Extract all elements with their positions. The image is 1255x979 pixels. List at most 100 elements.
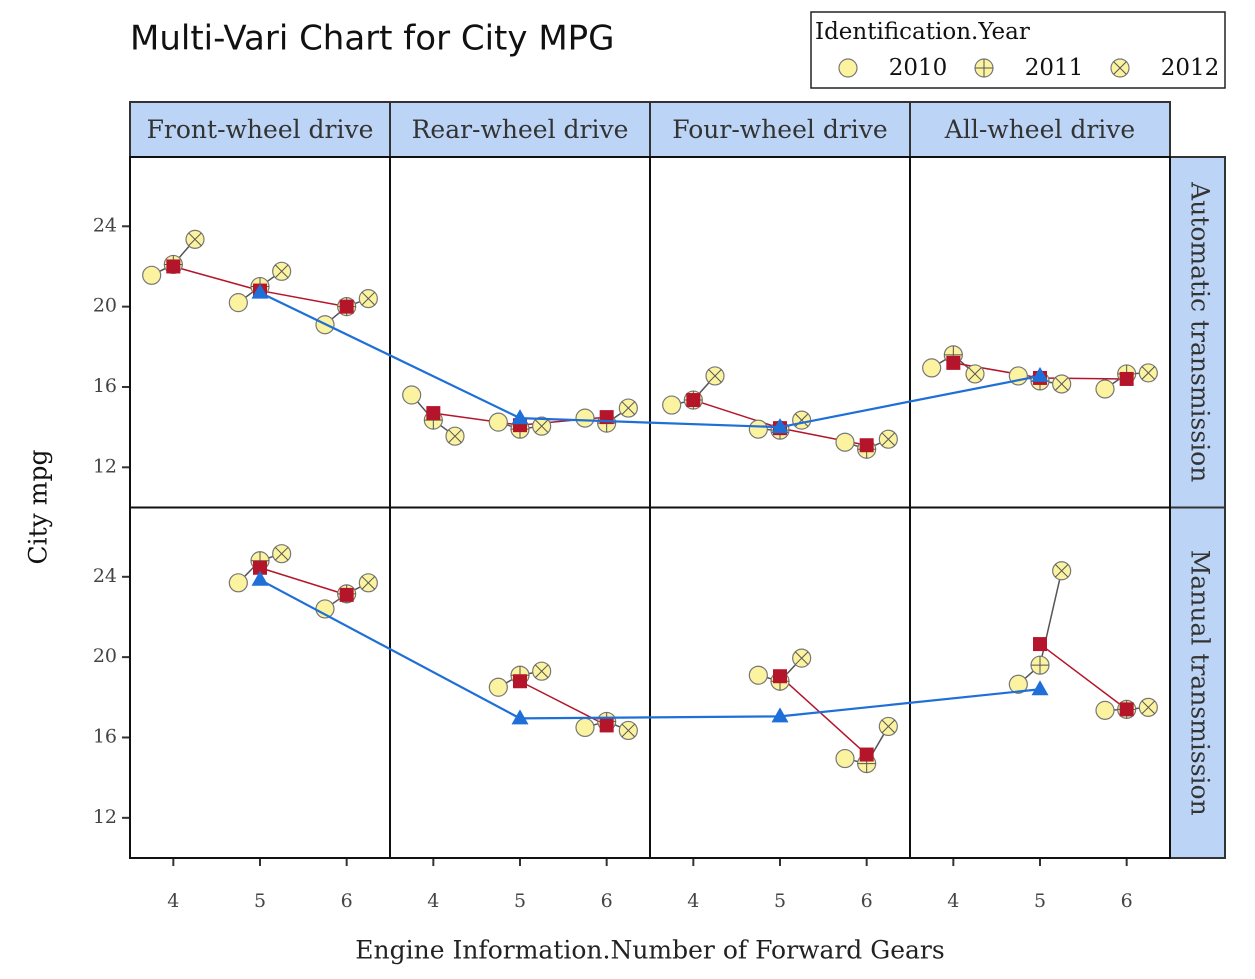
year-point bbox=[835, 432, 855, 452]
legend-label: 2011 bbox=[1025, 55, 1084, 81]
year-point bbox=[185, 229, 205, 249]
panel bbox=[909, 506, 1171, 859]
column-strip bbox=[129, 101, 391, 158]
overall-mean-point bbox=[511, 709, 529, 725]
mean-point bbox=[339, 587, 354, 602]
y-tick-label: 20 bbox=[93, 295, 117, 317]
year-point bbox=[1095, 379, 1115, 399]
x-tick-label: 4 bbox=[167, 890, 179, 912]
x-tick-label: 6 bbox=[601, 890, 613, 912]
overall-mean-point bbox=[251, 570, 269, 586]
mean-point bbox=[426, 406, 441, 421]
mean-point bbox=[166, 259, 181, 274]
overall-mean-point bbox=[1031, 366, 1049, 382]
mean-point bbox=[859, 438, 874, 453]
mean-point bbox=[773, 669, 787, 684]
column-strip-label: All-wheel drive bbox=[944, 115, 1135, 144]
column-strip-label: Four-wheel drive bbox=[672, 115, 887, 144]
overall-mean-line bbox=[259, 578, 1041, 720]
y-tick-label: 20 bbox=[93, 645, 117, 667]
y-tick-label: 16 bbox=[93, 725, 117, 747]
year-point bbox=[1030, 655, 1050, 675]
x-tick-label: 6 bbox=[341, 890, 353, 912]
x-tick-label: 5 bbox=[1034, 890, 1046, 912]
panel bbox=[909, 156, 1171, 509]
year-point bbox=[618, 720, 638, 741]
mean-line bbox=[259, 567, 347, 596]
year-point bbox=[1052, 374, 1072, 394]
mean-point bbox=[339, 299, 354, 314]
row-strip bbox=[1169, 506, 1226, 859]
legend-label: 2010 bbox=[889, 55, 948, 81]
year-point bbox=[1052, 561, 1072, 581]
legend-marker bbox=[1110, 58, 1130, 78]
legend-box bbox=[810, 11, 1226, 89]
legend-marker bbox=[838, 58, 858, 78]
panel bbox=[389, 156, 651, 509]
year-point bbox=[1008, 674, 1028, 694]
y-tick-label: 24 bbox=[93, 214, 117, 236]
y-tick-label: 12 bbox=[93, 455, 117, 477]
year-point bbox=[618, 398, 638, 418]
x-tick-label: 4 bbox=[687, 890, 699, 912]
year-point bbox=[272, 544, 292, 564]
legend-title: Identification.Year bbox=[815, 19, 1030, 45]
year-point bbox=[228, 573, 248, 593]
mean-point bbox=[1033, 637, 1047, 652]
year-point bbox=[792, 410, 812, 430]
mean-point bbox=[859, 747, 874, 762]
legend-label: 2012 bbox=[1161, 55, 1220, 81]
year-point bbox=[878, 429, 898, 449]
x-tick-label: 4 bbox=[427, 890, 439, 912]
year-point bbox=[142, 265, 162, 285]
y-axis-label: City mpg bbox=[24, 450, 53, 565]
x-tick-label: 6 bbox=[1121, 890, 1133, 912]
year-point bbox=[358, 289, 378, 309]
x-axis-label: Engine Information.Number of Forward Gea… bbox=[355, 936, 944, 965]
overall-mean-point bbox=[771, 707, 789, 723]
overall-mean-point bbox=[511, 409, 529, 425]
row-strip-label: Automatic transmission bbox=[1186, 181, 1215, 482]
x-tick-label: 6 bbox=[861, 890, 873, 912]
year-point bbox=[532, 661, 552, 681]
year-point bbox=[488, 677, 508, 697]
year-point bbox=[575, 717, 595, 738]
chart-title: Multi-Vari Chart for City MPG bbox=[130, 19, 615, 59]
year-point bbox=[445, 426, 465, 446]
legend-marker bbox=[974, 58, 994, 78]
year-point bbox=[575, 408, 595, 428]
year-point bbox=[878, 716, 898, 737]
column-strip-label: Rear-wheel drive bbox=[412, 115, 629, 144]
year-point bbox=[1138, 697, 1158, 717]
overall-mean-point bbox=[251, 283, 269, 299]
x-tick-label: 5 bbox=[254, 890, 266, 912]
year-point bbox=[488, 412, 508, 432]
year-point bbox=[272, 261, 292, 281]
overall-mean-point bbox=[771, 418, 789, 434]
year-point bbox=[792, 648, 812, 668]
year-point bbox=[835, 748, 855, 769]
year-point bbox=[358, 573, 378, 593]
year-point bbox=[705, 366, 725, 386]
mean-point bbox=[513, 674, 527, 689]
mean-point bbox=[946, 355, 961, 370]
y-tick-label: 12 bbox=[93, 806, 117, 828]
x-tick-label: 5 bbox=[514, 890, 526, 912]
row-strip-label: Manual transmission bbox=[1186, 550, 1215, 816]
mean-point bbox=[599, 718, 614, 733]
y-tick-label: 24 bbox=[93, 565, 117, 587]
year-point bbox=[662, 395, 682, 415]
x-tick-label: 5 bbox=[774, 890, 786, 912]
mean-point bbox=[1119, 702, 1134, 717]
year-point bbox=[748, 419, 768, 439]
year-point bbox=[1095, 700, 1115, 720]
x-tick-label: 4 bbox=[947, 890, 959, 912]
column-strip-label: Front-wheel drive bbox=[147, 115, 374, 144]
mean-point bbox=[686, 393, 701, 408]
mean-point bbox=[253, 560, 267, 575]
year-point bbox=[922, 358, 942, 378]
panel bbox=[129, 156, 391, 509]
year-point bbox=[748, 665, 768, 685]
year-point bbox=[965, 364, 985, 384]
